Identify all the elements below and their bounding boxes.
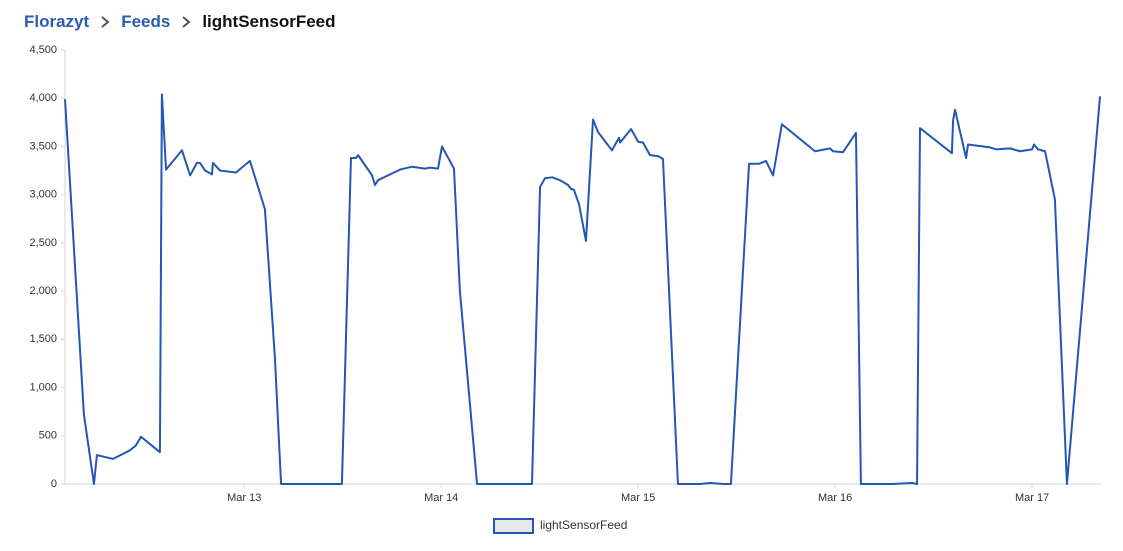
x-tick-label: Mar 13 (227, 492, 261, 504)
x-tick-label: Mar 17 (1015, 492, 1049, 504)
x-tick-label: Mar 15 (621, 492, 655, 504)
y-tick-label: 4,000 (29, 92, 57, 104)
breadcrumb-link[interactable]: Feeds (121, 12, 171, 31)
breadcrumb-link[interactable]: Florazyt (24, 12, 90, 31)
breadcrumb-current: lightSensorFeed (202, 12, 336, 31)
y-tick-label: 3,500 (29, 140, 57, 152)
x-tick-label: Mar 16 (818, 492, 852, 504)
y-tick-label: 2,500 (29, 237, 57, 249)
breadcrumb: Florazyt Feeds lightSensorFeed (24, 12, 336, 32)
y-tick-label: 1,000 (29, 381, 57, 393)
data-line (64, 93, 1102, 485)
chevron (182, 16, 191, 28)
y-tick-label: 0 (51, 478, 57, 490)
legend-label: lightSensorFeed (540, 518, 627, 532)
y-tick-label: 4,500 (29, 44, 57, 56)
y-tick-label: 2,000 (29, 285, 57, 297)
legend-swatch (493, 518, 534, 534)
chevron (101, 16, 110, 28)
x-tick-label: Mar 14 (424, 492, 458, 504)
y-tick-label: 500 (39, 430, 57, 442)
y-tick-label: 3,000 (29, 189, 57, 201)
y-tick-label: 1,500 (29, 333, 57, 345)
